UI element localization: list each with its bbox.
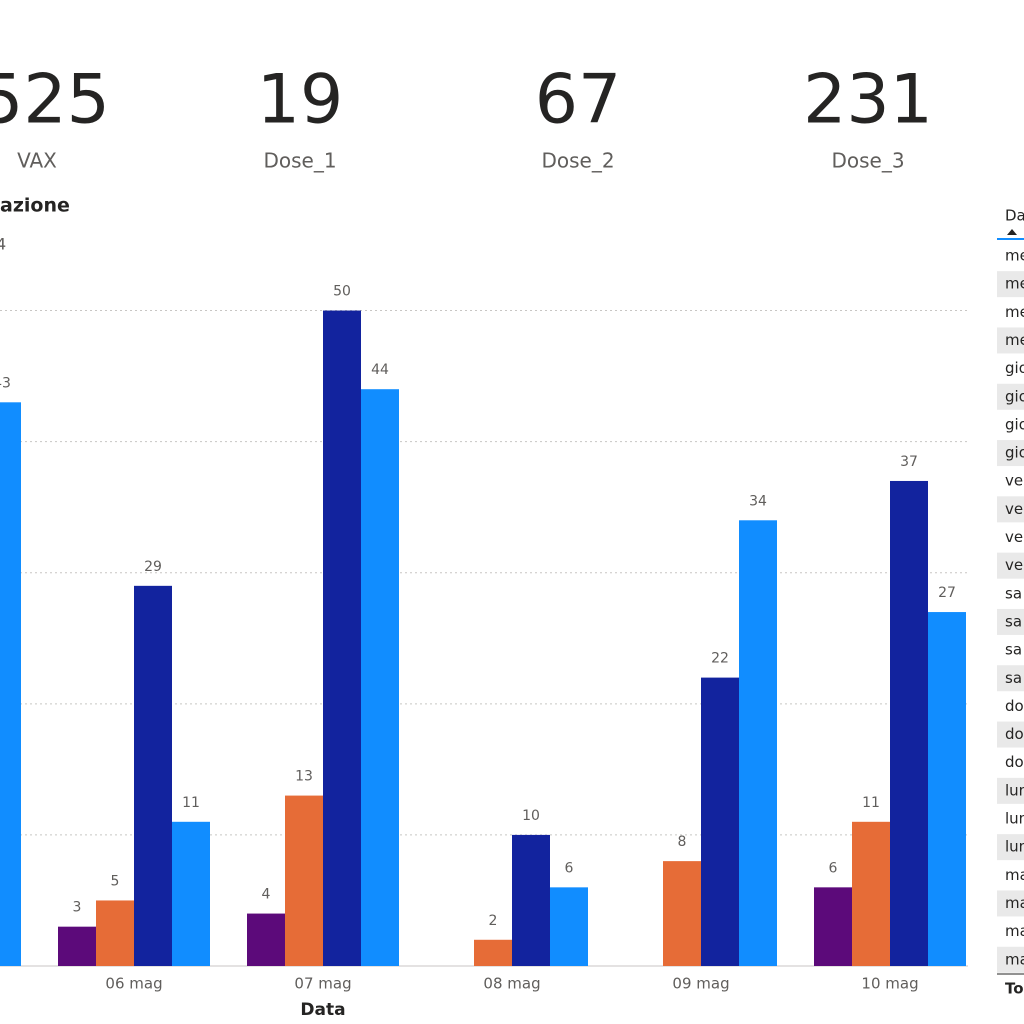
bar: [0, 402, 21, 966]
bar: [928, 612, 966, 966]
table-cell: lun: [1005, 781, 1024, 799]
table-cell: do: [1005, 697, 1024, 715]
value-label: 43: [0, 375, 11, 391]
table-cell: gio: [1005, 415, 1024, 433]
legend-text: 4: [0, 235, 6, 254]
kpi-value: 67: [535, 61, 622, 140]
table-cell: do: [1005, 725, 1024, 743]
value-label: 22: [711, 651, 729, 667]
table-cell: lun: [1005, 810, 1024, 828]
bar: [739, 520, 777, 966]
kpi-label: Dose_3: [831, 149, 904, 173]
value-label: 11: [862, 795, 880, 811]
value-label: 3: [73, 900, 82, 916]
x-tick-label: 06 mag: [105, 975, 162, 993]
table-cell: me: [1005, 275, 1024, 293]
bar: [361, 389, 399, 966]
table-cell: ma: [1005, 894, 1024, 912]
x-tick-label: 10 mag: [861, 975, 918, 993]
table-cell: me: [1005, 331, 1024, 349]
bar: [96, 900, 134, 966]
row-bg: [997, 946, 1024, 973]
kpi-label: Dose_1: [263, 149, 336, 173]
bar: [474, 939, 512, 966]
chart-title: azione: [0, 195, 70, 217]
row-bg: [997, 383, 1024, 410]
table-cell: ve: [1005, 500, 1023, 518]
table-cell: me: [1005, 247, 1024, 265]
x-tick-label: 07 mag: [294, 975, 351, 993]
bar: [172, 821, 210, 966]
row-bg: [997, 440, 1024, 467]
table-cell: ma: [1005, 866, 1024, 884]
value-label: 44: [371, 362, 389, 378]
bar: [285, 795, 323, 966]
value-label: 6: [829, 860, 838, 876]
bar: [512, 834, 550, 966]
kpi-label: VAX: [17, 149, 57, 173]
row-bg: [997, 271, 1024, 298]
table-total: To: [1005, 980, 1024, 998]
table-cell: ve: [1005, 556, 1023, 574]
x-tick-label: 08 mag: [483, 975, 540, 993]
table-cell: gio: [1005, 444, 1024, 462]
kpi-value: 19: [257, 61, 344, 140]
value-label: 34: [749, 493, 767, 509]
kpi-value: 525: [0, 61, 110, 140]
value-label: 6: [565, 860, 574, 876]
row-bg: [997, 496, 1024, 523]
kpi-value: 231: [803, 61, 933, 140]
bar: [852, 821, 890, 966]
value-label: 13: [295, 769, 313, 785]
row-bg: [997, 834, 1024, 861]
value-label: 10: [522, 808, 540, 824]
table-cell: lun: [1005, 838, 1024, 856]
table-cell: gio: [1005, 359, 1024, 377]
value-label: 50: [333, 284, 351, 300]
row-bg: [997, 327, 1024, 354]
bar: [247, 913, 285, 966]
value-label: 8: [678, 834, 687, 850]
row-bg: [997, 608, 1024, 635]
row-bg: [997, 552, 1024, 579]
value-label: 11: [182, 795, 200, 811]
table-cell: ve: [1005, 472, 1023, 490]
table-cell: sa: [1005, 584, 1022, 602]
row-bg: [997, 890, 1024, 917]
bar: [890, 480, 928, 966]
bar: [701, 677, 739, 966]
table-cell: sa: [1005, 612, 1022, 630]
bar: [814, 887, 852, 966]
row-bg: [997, 665, 1024, 692]
bar: [323, 310, 361, 967]
table-cell: sa: [1005, 669, 1022, 687]
row-bg: [997, 721, 1024, 748]
value-label: 37: [900, 454, 918, 470]
bar: [550, 887, 588, 966]
table-cell: ma: [1005, 950, 1024, 968]
bar: [134, 585, 172, 966]
table-header: Da: [1005, 207, 1024, 225]
bar: [58, 926, 96, 966]
table-cell: ve: [1005, 528, 1023, 546]
kpi-label: Dose_2: [541, 149, 614, 173]
x-tick-label: 09 mag: [672, 975, 729, 993]
row-bg: [997, 777, 1024, 804]
table-cell: me: [1005, 303, 1024, 321]
value-label: 29: [144, 559, 162, 575]
table-cell: ma: [1005, 922, 1024, 940]
x-axis-title: Data: [300, 1000, 345, 1020]
value-label: 27: [938, 585, 956, 601]
value-label: 5: [111, 873, 120, 889]
table-cell: do: [1005, 753, 1024, 771]
value-label: 2: [489, 913, 498, 929]
value-label: 4: [262, 887, 271, 903]
table-cell: sa: [1005, 641, 1022, 659]
sort-arrow[interactable]: [1007, 229, 1017, 235]
bar: [663, 861, 701, 966]
table-cell: gio: [1005, 387, 1024, 405]
